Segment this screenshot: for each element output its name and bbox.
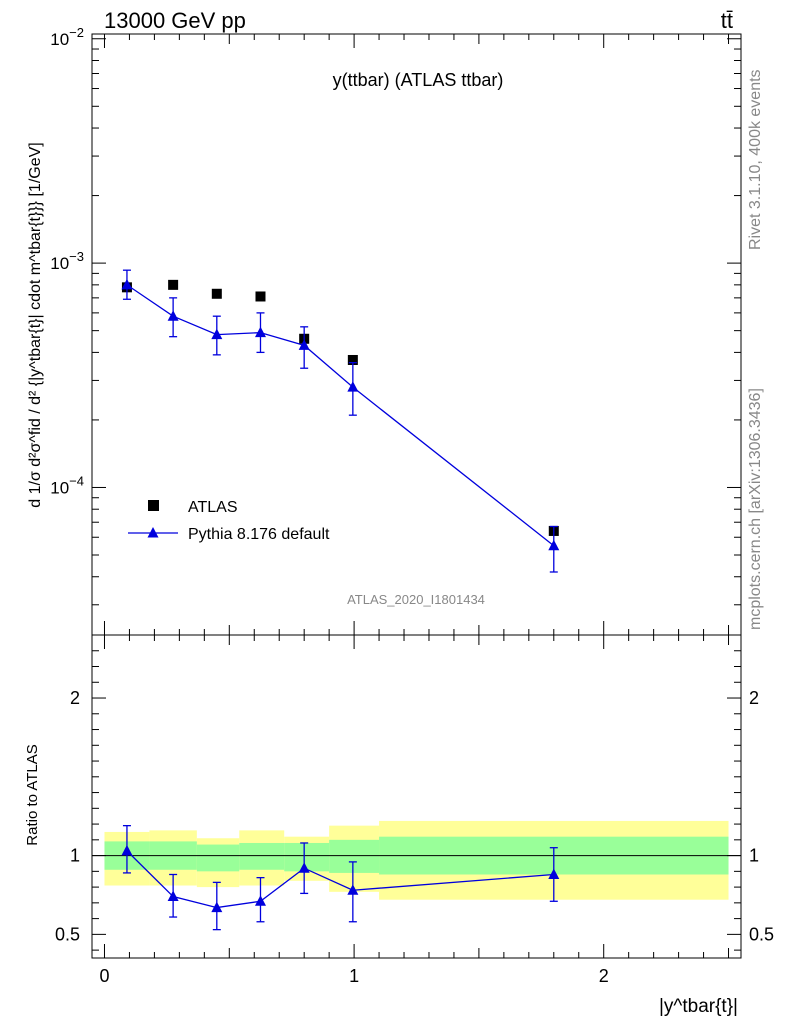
pythia-data-point [347,381,359,392]
ratio-y-tick-label: 2 [70,688,80,708]
ratio-data-point [347,884,359,895]
ratio-data-point [167,890,179,902]
ratio-x-tick-label: 2 [599,966,609,986]
pythia-data-point [121,278,133,290]
ratio-data-point [211,901,223,913]
pythia-data-point [298,339,310,350]
rivet-version-label: Rivet 3.1.10, 400k events [747,69,764,250]
legend-pythia-marker [147,527,159,538]
pythia-data-point [254,326,266,338]
pythia-data-point [211,328,223,340]
green-uncertainty-band [239,842,285,870]
header-energy-label: 13000 GeV pp [104,8,246,33]
ratio-y-tick-label-right: 1 [749,846,759,866]
green-uncertainty-band [284,842,330,872]
atlas-data-point [168,279,179,290]
pythia-data-point [548,539,560,551]
header-process-label: tt̄ [721,8,733,33]
ratio-x-axis-label: |y^tbar{t}| [659,996,738,1017]
ratio-x-tick-label: 0 [99,966,109,986]
ratio-y-tick-label-right: 2 [749,688,759,708]
main-plot-title: y(ttbar) (ATLAS ttbar) [333,70,504,90]
ratio-plot-frame [91,634,742,959]
ratio-panel: Ratio to ATLAS |y^tbar{t}| 0 1 2 0.5 0.5 1 1 2 2 [24,634,774,1017]
main-y-tick-label: 10−3 [50,249,84,273]
ratio-y-axis-label: Ratio to ATLAS [24,744,41,845]
ratio-data-point [121,844,133,856]
ratio-data-point [548,868,560,879]
main-plot-frame [91,33,742,636]
ratio-y-tick-label: 1 [70,846,80,866]
green-uncertainty-band [196,844,240,872]
main-y-axis-label: d 1/σ d²σ^fid / d² {|y^tbar{t}| cdot m^t… [27,142,44,507]
legend-atlas-marker [148,500,159,511]
main-y-tick-label: 10−4 [50,473,84,497]
ratio-data-point [254,895,266,906]
ratio-x-tick-label: 1 [349,966,359,986]
atlas-data-point [211,288,222,299]
main-panel: y(ttbar) (ATLAS ttbar) ATLAS_2020_I18014… [27,25,742,636]
ratio-data-point [298,862,310,873]
mcplots-credit-label: mcplots.cern.ch [arXiv:1306.3436] [747,388,764,630]
pythia-data-point [167,310,179,321]
ratio-y-tick-label: 0.5 [55,924,80,944]
atlas-data-point [255,291,266,302]
green-uncertainty-band [329,839,380,873]
main-y-tick-label: 10−2 [50,25,84,49]
legend-atlas-label: ATLAS [188,499,238,516]
atlas-data-point [347,354,358,365]
analysis-watermark: ATLAS_2020_I1801434 [347,592,485,607]
ratio-y-tick-label-right: 0.5 [749,924,774,944]
legend-pythia-label: Pythia 8.176 default [188,526,330,543]
